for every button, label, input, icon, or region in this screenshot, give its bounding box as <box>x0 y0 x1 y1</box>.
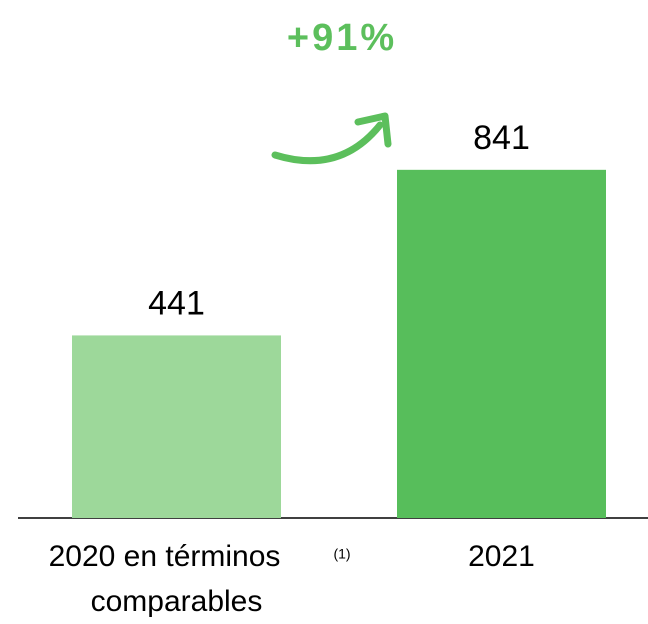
value-label: 841 <box>473 119 530 157</box>
bar <box>72 335 281 518</box>
footnote-marker: (1) <box>333 546 350 562</box>
x-tick-label: 2020 en términos comparables <box>49 540 281 618</box>
growth-arrow <box>271 121 384 165</box>
x-tick-label: 2021 <box>468 540 535 573</box>
label-line: 2020 en términos <box>49 540 281 573</box>
arrow-head <box>354 112 392 148</box>
label-line: comparables <box>91 585 263 618</box>
value-label: 441 <box>148 284 205 322</box>
bar <box>397 169 606 519</box>
annotation: +91% <box>287 17 397 59</box>
